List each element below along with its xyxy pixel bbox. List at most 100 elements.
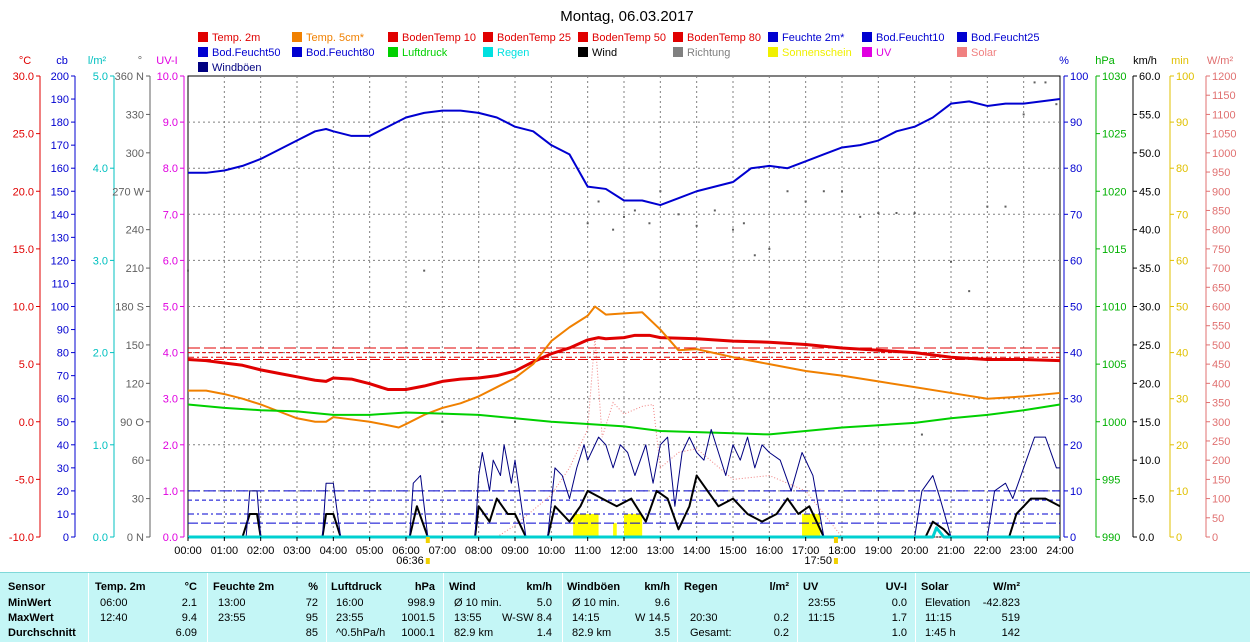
legend-label: Feuchte 2m* xyxy=(782,32,845,44)
solar-tick-label: 850 xyxy=(1212,205,1230,217)
legend-swatch xyxy=(862,47,872,57)
cb-tick-label: 200 xyxy=(51,71,69,83)
wind-direction-point xyxy=(732,228,734,231)
temp-time: 06:00 xyxy=(100,597,128,609)
gust-value: 14.5 xyxy=(648,612,670,624)
solar-tick-label: 200 xyxy=(1212,455,1230,467)
hum-value: 72 xyxy=(305,597,318,609)
header-wind-unit: km/h xyxy=(526,581,552,593)
legend-label: Regen xyxy=(497,47,529,59)
wind-direction-point xyxy=(586,222,589,225)
header-sensor: Sensor xyxy=(8,581,46,593)
cb-tick-label: 150 xyxy=(51,186,69,198)
hum-axis-unit: % xyxy=(1059,55,1069,67)
header-gust: Windböen xyxy=(567,581,621,593)
hum-value: 85 xyxy=(305,627,318,639)
x-tick-label: 01:00 xyxy=(211,545,239,557)
solar-value: -42.823 xyxy=(982,597,1020,609)
uv-tick-label: 8.0 xyxy=(163,163,178,175)
gust-time: 14:15 xyxy=(572,612,600,624)
column-separator xyxy=(915,573,916,642)
solar-axis-unit: W/m² xyxy=(1207,55,1234,67)
legend: Temp. 2m Temp. 5cm* BodenTemp 10 BodenTemp … xyxy=(198,32,1040,74)
column-separator xyxy=(207,573,208,642)
wind-direction-point xyxy=(768,247,771,250)
wind-direction-point xyxy=(1022,113,1025,116)
x-tick-label: 17:00 xyxy=(792,545,820,557)
press-time: ^0.5hPa/h xyxy=(336,627,386,639)
cb-tick-label: 30 xyxy=(57,463,69,475)
uv-tick-label: 9.0 xyxy=(163,117,178,129)
solar-tick-label: 800 xyxy=(1212,225,1230,237)
wind-direction-point xyxy=(659,190,662,193)
legend-label: Windböen xyxy=(212,62,262,74)
press-time: 23:55 xyxy=(336,612,364,624)
temp-value: 9.4 xyxy=(181,612,197,624)
hum-tick-label: 70 xyxy=(1070,209,1082,221)
legend-swatch xyxy=(483,47,493,57)
sunshine-bar xyxy=(573,513,599,537)
uv-tick-label: 0.0 xyxy=(163,532,178,544)
dir-tick-label: 360 N xyxy=(115,71,144,83)
weather-chart: Montag, 06.03.2017 Temp. 2m Temp. 5cm* Bod… xyxy=(9,8,1237,567)
hum-tick-label: 40 xyxy=(1070,348,1082,360)
x-tick-label: 08:00 xyxy=(465,545,493,557)
legend-label: Temp. 2m xyxy=(212,32,260,44)
legend-label: BodenTemp 80 xyxy=(687,32,761,44)
cb-tick-label: 70 xyxy=(57,371,69,383)
uv-tick-label: 4.0 xyxy=(163,348,178,360)
dir-tick-label: 30 xyxy=(132,494,144,506)
temp-time: 12:40 xyxy=(100,612,128,624)
hum-value: 95 xyxy=(305,612,318,624)
wind-direction-point xyxy=(695,224,698,227)
uv-time: 11:15 xyxy=(808,612,835,624)
grid xyxy=(187,75,1061,538)
feuchte-2m-line xyxy=(188,98,1061,207)
sunset-marker xyxy=(833,537,838,543)
x-tick-label: 09:00 xyxy=(501,545,529,557)
legend-swatch xyxy=(292,32,302,42)
sunrise-label: 06:36 xyxy=(396,555,424,567)
hum-tick-label: 100 xyxy=(1070,71,1088,83)
press-tick-label: 1030 xyxy=(1102,71,1126,83)
wind-tick-label: 45.0 xyxy=(1139,186,1160,198)
sunshine-bar xyxy=(624,513,643,537)
rain-tick-label: 0.0 xyxy=(93,532,108,544)
solar-time: 1:45 h xyxy=(925,627,956,639)
legend-swatch xyxy=(198,47,208,57)
rain-tick-label: 1.0 xyxy=(93,440,108,452)
press-tick-label: 995 xyxy=(1102,474,1120,486)
wind-tick-label: 35.0 xyxy=(1139,263,1160,275)
rain-time: 20:30 xyxy=(690,612,718,624)
legend-swatch xyxy=(673,47,683,57)
solar-tick-label: 600 xyxy=(1212,302,1230,314)
header-solar: Solar xyxy=(921,581,949,593)
hum-time: 13:00 xyxy=(218,597,246,609)
uv-time: 23:55 xyxy=(808,597,836,609)
header-wind: Wind xyxy=(449,581,476,593)
legend-label: Bod.Feucht50 xyxy=(212,47,281,59)
cb-tick-label: 120 xyxy=(51,255,69,267)
legend-swatch xyxy=(388,32,398,42)
hum-tick-label: 90 xyxy=(1070,117,1082,129)
solar-tick-label: 1000 xyxy=(1212,148,1236,160)
header-hum-unit: % xyxy=(308,581,318,593)
dir-tick-label: 120 xyxy=(126,378,144,390)
axes: °C 30.0 25.0 20.0 15.0 10.0 5.0 0.0 -5.0 -10.0 cb 2… xyxy=(9,55,1237,544)
wind-tick-label: 25.0 xyxy=(1139,340,1160,352)
wind-direction-point xyxy=(920,433,923,436)
legend-label: Bod.Feucht80 xyxy=(306,47,375,59)
rain-tick-label: 4.0 xyxy=(93,163,108,175)
x-tick-label: 22:00 xyxy=(974,545,1002,557)
sun-tick-label: 60 xyxy=(1176,255,1188,267)
legend-label: Solar xyxy=(971,47,997,59)
wind-direction-point xyxy=(968,290,971,293)
solar-tick-label: 700 xyxy=(1212,263,1230,275)
dir-tick-label: 300 xyxy=(126,148,144,160)
legend-label: UV xyxy=(876,47,892,59)
temp-5cm-line xyxy=(188,305,1061,429)
temp-axis-unit: °C xyxy=(19,55,31,67)
hum-tick-label: 10 xyxy=(1070,486,1082,498)
wind-direction-point xyxy=(950,260,952,263)
gust-time: Ø 10 min. xyxy=(572,597,620,609)
